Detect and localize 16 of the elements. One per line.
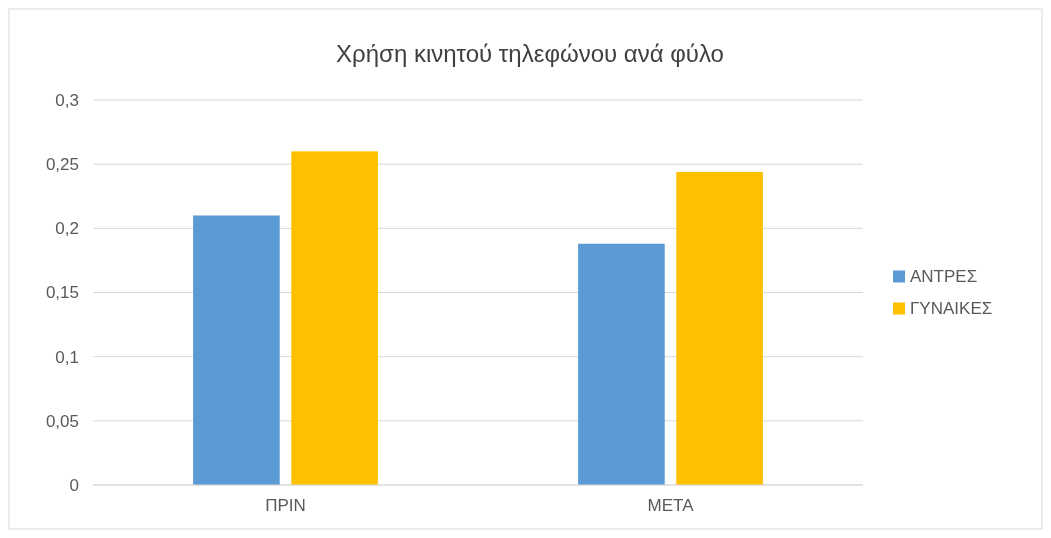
legend-label: ΑΝΤΡΕΣ [910,267,978,287]
bar [578,243,665,485]
bar [676,171,763,485]
x-tick-label: ΜΕΤΑ [647,496,695,515]
y-tick-label: 0,2 [55,219,79,239]
bar [193,215,280,485]
bar [291,151,378,485]
x-tick-label: ΠΡΙΝ [265,496,306,515]
y-tick-label: 0,15 [45,283,79,303]
chart-title: Χρήση κινητού τηλεφώνου ανά φύλο [336,40,724,67]
y-tick-label: 0,25 [45,155,79,175]
y-tick-label: 0 [69,475,79,495]
y-tick-label: 0,1 [55,347,79,367]
legend-label: ΓΥΝΑΙΚΕΣ [910,299,993,319]
y-tick-label: 0,05 [45,411,79,431]
y-tick-label: 0,3 [55,90,79,110]
